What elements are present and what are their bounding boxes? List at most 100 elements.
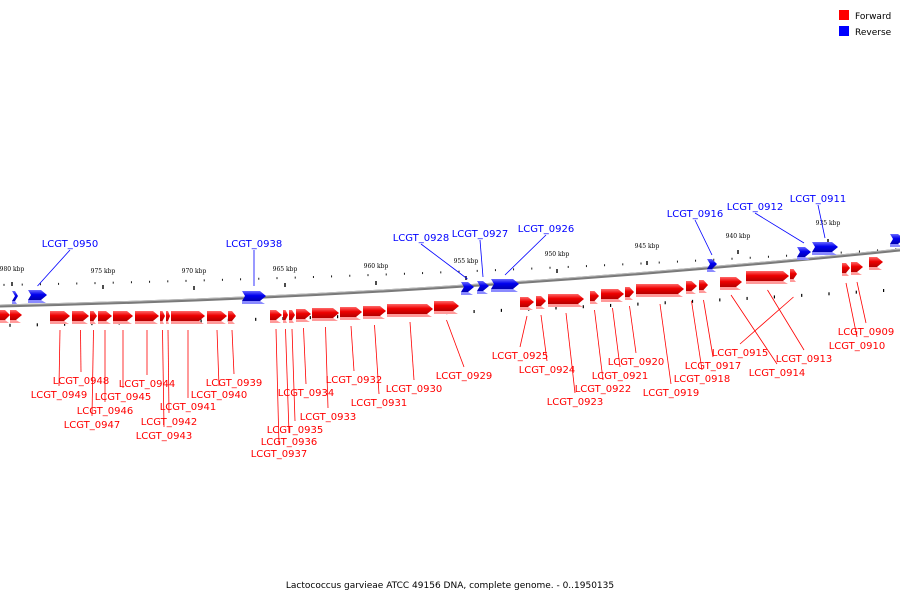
gene-arrow-shadow <box>890 244 900 247</box>
gene-lcgt-0939[interactable]: LCGT_0939 <box>206 311 263 389</box>
gene-lcgt-0922[interactable]: LCGT_0922 <box>575 291 632 395</box>
gene-lcgt-0943[interactable]: LCGT_0943 <box>136 311 193 442</box>
gene-label: LCGT_0945 <box>95 392 152 403</box>
gene-lcgt-0918[interactable]: LCGT_0918 <box>674 281 731 385</box>
gene-label: LCGT_0912 <box>727 202 784 213</box>
gene-lcgt-0940[interactable]: LCGT_0940 <box>191 311 248 401</box>
gene-lcgt-0942[interactable]: LCGT_0942 <box>141 311 198 428</box>
gene-arrow-shadow <box>548 304 583 307</box>
gene-lcgt-0947[interactable]: LCGT_0947 <box>64 311 121 431</box>
gene-leader-line <box>409 321 415 381</box>
gene-arrow-shadow <box>387 314 432 317</box>
gene-lcgt-0917[interactable]: LCGT_0917 <box>685 280 742 372</box>
gene-arrow-shadow <box>242 301 265 304</box>
gene-arrow <box>72 311 89 321</box>
gene-arrow-shadow <box>477 291 488 294</box>
gene-lcgt-0941[interactable]: LCGT_0941 <box>160 311 217 413</box>
gene-arrow <box>10 310 22 320</box>
gene-lcgt-0945[interactable]: LCGT_0945 <box>95 311 152 403</box>
gene-lcgt-0934[interactable]: LCGT_0934 <box>278 309 335 399</box>
gene-label: LCGT_0927 <box>452 229 509 240</box>
genome-caption: Lactococcus garvieae ATCC 49156 DNA, com… <box>286 581 614 591</box>
gene-label: LCGT_0947 <box>64 420 121 431</box>
gene-label: LCGT_0950 <box>42 239 99 250</box>
gene-lcgt-0928[interactable]: LCGT_0928 <box>393 233 474 295</box>
gene-lcgt-0944[interactable]: LCGT_0944 <box>119 311 176 390</box>
gene-lcgt-0931[interactable]: LCGT_0931 <box>351 306 408 409</box>
gene-label: LCGT_0921 <box>592 371 649 382</box>
gene-leader-line <box>91 329 94 417</box>
gene-lcgt-0915[interactable]: LCGT_0915 <box>712 269 797 359</box>
gene-arrow-shadow <box>10 320 21 323</box>
scale-tick-label: 935 kbp <box>816 220 841 227</box>
gene-lcgt-0910[interactable]: LCGT_0910 <box>829 263 886 352</box>
gene-arrow <box>601 289 624 299</box>
gene-label: LCGT_0938 <box>226 239 283 250</box>
gene-label: LCGT_0935 <box>267 425 324 436</box>
gene-leader-line <box>231 329 235 375</box>
gene-lcgt-0919[interactable]: LCGT_0919 <box>636 284 699 399</box>
gene-lcgt-0923[interactable]: LCGT_0923 <box>547 294 604 408</box>
gene-arrow-shadow <box>228 321 235 324</box>
gene-arrow <box>166 311 170 321</box>
gene-arrow-shadow <box>72 321 88 324</box>
gene-leader-line <box>519 315 528 348</box>
gene-lcgt-0929[interactable]: LCGT_0929 <box>434 301 492 382</box>
gene-arrow <box>270 310 282 320</box>
gene-arrow <box>228 311 236 321</box>
gene-lcgt-0913[interactable]: LCGT_0913 <box>746 271 832 365</box>
gene-arrow <box>851 262 863 272</box>
gene-arrow-shadow <box>166 321 169 324</box>
gene-arrow-shadow <box>625 297 633 300</box>
gene-arrow-shadow <box>461 292 473 295</box>
gene-lcgt-0924[interactable]: LCGT_0924 <box>519 296 576 376</box>
gene-lcgt-0925[interactable]: LCGT_0925 <box>492 297 549 362</box>
gene-label: LCGT_0910 <box>829 341 886 352</box>
gene-arrow <box>135 311 159 321</box>
gene-arrow <box>797 247 811 257</box>
gene-leader-line <box>612 307 621 368</box>
gene-lcgt-0911[interactable]: LCGT_0911 <box>790 194 847 255</box>
gene-lcgt-0914[interactable]: LCGT_0914 <box>720 277 805 379</box>
gene-leader-line <box>767 289 805 351</box>
gene-arrow <box>699 280 708 290</box>
gene-arrow <box>242 291 266 301</box>
gene-label: LCGT_0918 <box>674 374 731 385</box>
gene-lcgt-0935[interactable]: LCGT_0935 <box>267 310 324 436</box>
gene-arrow-shadow <box>536 306 545 309</box>
gene-label: LCGT_0919 <box>643 388 700 399</box>
gene-leader-line <box>504 234 547 276</box>
gene-arrow <box>90 311 97 321</box>
gene-arrow-shadow <box>0 320 9 323</box>
gene-lcgt-0927[interactable]: LCGT_0927 <box>452 229 509 294</box>
gene-label: LCGT_0943 <box>136 431 193 442</box>
gene-arrow-shadow <box>491 289 518 292</box>
scale-tick-label: 960 kbp <box>364 263 389 270</box>
gene-lcgt-0920[interactable]: LCGT_0920 <box>608 287 665 368</box>
gene-lcgt-0909[interactable]: LCGT_0909 <box>838 262 895 338</box>
gene-lcgt-0946[interactable]: LCGT_0946 <box>77 311 134 417</box>
gene-arrow <box>720 277 742 287</box>
gene-arrow-shadow <box>363 316 385 319</box>
gene-lcgt-0937[interactable]: LCGT_0937 <box>251 310 308 460</box>
gene-lcgt-0938[interactable]: LCGT_0938 <box>226 239 283 304</box>
gene-lcgt-0949[interactable]: LCGT_0949 <box>31 311 88 401</box>
gene-lcgt-0926[interactable]: LCGT_0926 <box>491 224 574 292</box>
gene-lcgt-0950[interactable]: LCGT_0950 <box>28 239 98 303</box>
gene-lcgt-0921[interactable]: LCGT_0921 <box>592 289 649 382</box>
gene-lcgt-0932[interactable]: LCGT_0932 <box>326 307 383 386</box>
gene-lcgt-0933[interactable]: LCGT_0933 <box>300 308 357 423</box>
gene-arrow <box>520 297 534 307</box>
gene-arrow-shadow <box>340 317 361 320</box>
gene-lcgt-0916[interactable]: LCGT_0916 <box>667 209 724 272</box>
gene-lcgt-0930[interactable]: LCGT_0930 <box>386 304 443 395</box>
gene-lcgt-0912[interactable]: LCGT_0912 <box>727 202 811 260</box>
gene-lcgt-0936[interactable]: LCGT_0936 <box>261 310 318 448</box>
gene-leader-line <box>730 294 778 365</box>
gene-arrow-shadow <box>842 273 849 276</box>
legend-swatch-forward <box>839 10 849 20</box>
gene-label: LCGT_0917 <box>685 361 742 372</box>
gene-arrow <box>477 281 489 291</box>
gene-lcgt-0948[interactable]: LCGT_0948 <box>53 311 110 387</box>
gene-arrow-shadow <box>135 321 158 324</box>
